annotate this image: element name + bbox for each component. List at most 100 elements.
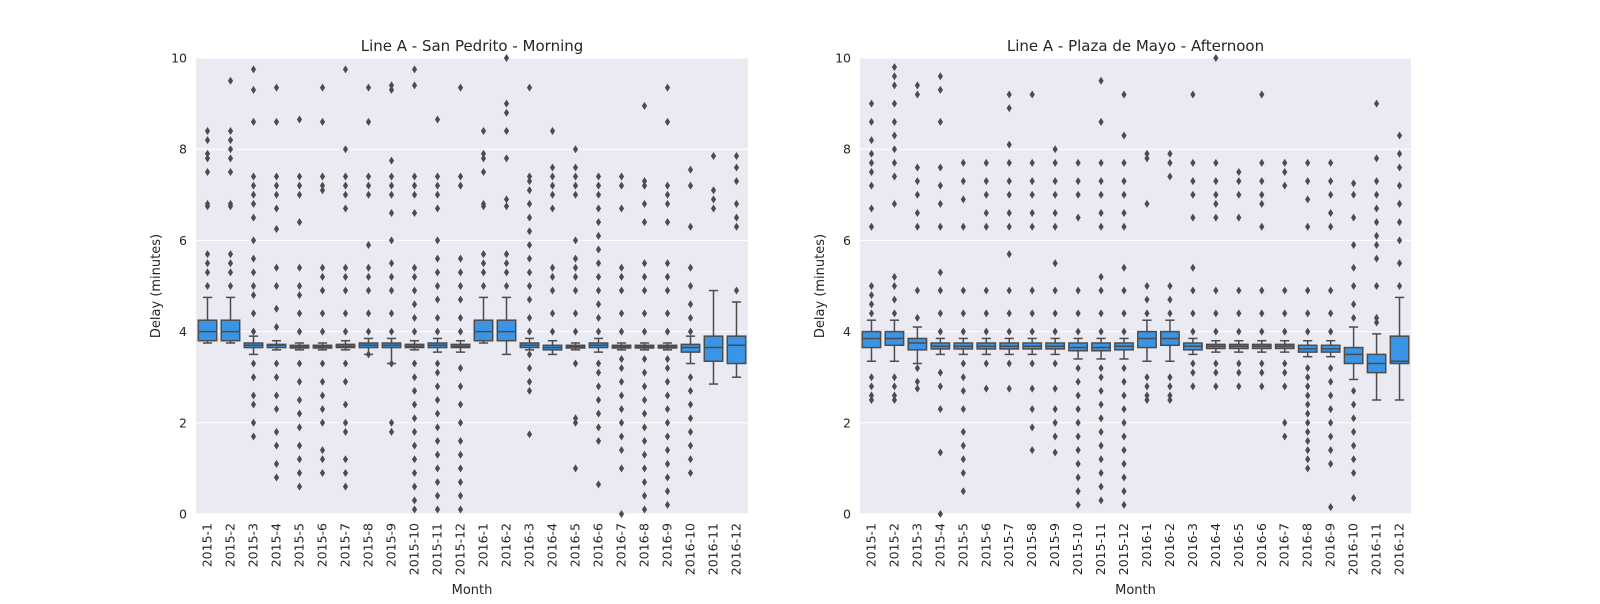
outlier-point — [664, 405, 671, 414]
outlier-point — [273, 405, 280, 414]
outlier-point — [1305, 391, 1311, 400]
outlier-point — [1282, 382, 1288, 391]
x-tick-label: 2016-12 — [1392, 523, 1407, 575]
outlier-point — [1006, 286, 1012, 295]
x-tick-label: 2015-10 — [1070, 523, 1085, 575]
outlier-point — [572, 464, 579, 473]
outlier-point — [1236, 359, 1242, 368]
outlier-point — [250, 65, 257, 74]
outlier-point — [388, 286, 395, 295]
outlier-point — [983, 359, 989, 368]
outlier-point — [1213, 309, 1219, 318]
outlier-point — [618, 204, 625, 213]
box-2015-12 — [450, 83, 471, 514]
outlier-point — [641, 181, 648, 190]
x-tick-label: 2016-2 — [1162, 523, 1177, 567]
outlier-point — [411, 81, 418, 90]
outlier-point — [411, 263, 418, 272]
outlier-point — [342, 400, 349, 409]
outlier-point — [526, 386, 533, 395]
outlier-point — [273, 190, 280, 199]
outlier-point — [250, 199, 257, 208]
outlier-point — [503, 108, 510, 117]
outlier-point — [319, 468, 326, 477]
outlier-point — [891, 295, 898, 304]
outlier-point — [365, 172, 372, 181]
outlier-point — [641, 286, 648, 295]
x-tick-label: 2016-11 — [1369, 523, 1384, 575]
outlier-point — [1259, 382, 1265, 391]
outlier-point — [319, 327, 326, 336]
outlier-point — [526, 83, 533, 92]
outlier-point — [1305, 455, 1311, 464]
outlier-point — [434, 254, 441, 263]
outlier-point — [1236, 168, 1242, 176]
outlier-point — [710, 204, 717, 213]
outlier-point — [687, 313, 694, 322]
outlier-point — [1052, 432, 1058, 441]
outlier-point — [1006, 359, 1012, 368]
outlier-point — [1351, 282, 1357, 290]
outlier-point — [868, 300, 875, 309]
outlier-point — [273, 373, 280, 382]
outlier-point — [1328, 309, 1334, 318]
outlier-point — [1006, 90, 1012, 99]
outlier-point — [411, 313, 418, 322]
outlier-point — [1075, 487, 1081, 496]
outlier-point — [250, 432, 257, 441]
outlier-point — [868, 391, 875, 400]
outlier-point — [250, 309, 257, 318]
outlier-point — [457, 254, 464, 263]
outlier-point — [664, 473, 671, 482]
outlier-point — [1006, 384, 1012, 393]
outlier-point — [1098, 364, 1104, 373]
outlier-point — [1121, 405, 1127, 414]
outlier-point — [1259, 327, 1265, 336]
outlier-point — [1259, 309, 1265, 318]
outlier-point — [388, 209, 395, 218]
box-iqr — [907, 337, 928, 351]
outlier-point — [983, 209, 989, 218]
outlier-point — [1259, 286, 1265, 295]
outlier-point — [618, 354, 625, 363]
outlier-point — [687, 373, 694, 382]
outlier-point — [1396, 236, 1403, 245]
outlier-point — [204, 282, 211, 290]
outlier-point — [319, 405, 326, 414]
outlier-point — [204, 126, 211, 135]
box-2016-5 — [1228, 168, 1249, 391]
outlier-point — [1075, 459, 1081, 468]
outlier-point — [664, 199, 671, 208]
outlier-point — [1121, 177, 1127, 186]
outlier-point — [595, 245, 602, 254]
box-iqr — [496, 319, 517, 342]
outlier-point — [1328, 222, 1334, 231]
outlier-point — [1282, 359, 1288, 368]
outlier-point — [411, 482, 418, 491]
outlier-point — [457, 491, 464, 500]
outlier-point — [664, 459, 671, 468]
outlier-point — [1213, 382, 1219, 391]
outlier-point — [1121, 327, 1127, 336]
outlier-point — [1328, 209, 1334, 218]
outlier-point — [1098, 400, 1104, 409]
outlier-point — [1328, 405, 1334, 414]
outlier-point — [319, 172, 326, 181]
outlier-point — [1259, 190, 1265, 199]
outlier-point — [664, 418, 671, 427]
outlier-point — [1098, 222, 1104, 231]
outlier-point — [868, 149, 875, 158]
plot-background — [860, 58, 1411, 514]
y-tick-label: 2 — [179, 415, 187, 430]
outlier-point — [549, 263, 556, 272]
outlier-point — [480, 259, 487, 268]
outlier-point — [296, 190, 303, 199]
outlier-point — [342, 359, 349, 368]
outlier-point — [983, 222, 989, 231]
x-tick-label: 2016-4 — [545, 523, 560, 567]
outlier-point — [273, 282, 280, 290]
outlier-point — [960, 327, 966, 336]
outlier-point — [1098, 496, 1104, 505]
outlier-point — [1236, 368, 1242, 377]
outlier-point — [365, 117, 372, 126]
